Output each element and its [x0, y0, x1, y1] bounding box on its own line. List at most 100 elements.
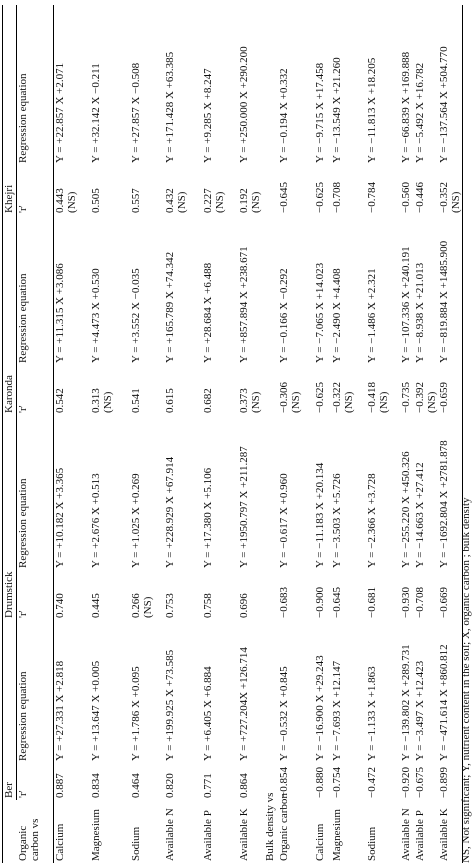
r-value: −0.659 [437, 364, 462, 415]
regression-equation: Y = −7.693 X +12.147 [330, 660, 343, 761]
r-value: −0.854 [277, 767, 290, 798]
table-row: Available N 0.820 Y = +199.925 X +73.585 0.… [164, 5, 202, 863]
col-head: 'r' [16, 164, 54, 215]
row-label: Magnesium [330, 809, 343, 861]
r-value: −0.681 [365, 587, 378, 618]
row-label: Magnesium [89, 809, 102, 861]
r-value: −0.708 [330, 182, 343, 213]
regression-equation: Y = −471.614 X +860.812 [437, 619, 462, 763]
regression-equation: Y = +171.428 X +63.385 [163, 51, 176, 163]
regression-equation: Y = −9.715 X +17.458 [313, 62, 326, 163]
regression-equation: Y = −8.938 X +21.013 [413, 262, 426, 363]
table-row: Organic carbon vs'r' Regression equation '… [16, 4, 54, 863]
r-value: 0.505 [89, 188, 102, 213]
r-value: 0.557 [129, 188, 142, 213]
r-value: −0.930 [399, 587, 412, 618]
col-head: 'r' [16, 364, 54, 415]
r-value: 0.615 [163, 388, 176, 413]
col-head: 'r' [16, 763, 54, 800]
r-value: 0.864 [237, 773, 250, 798]
r-value: 0.373 (NS) [237, 388, 262, 413]
row-label: Organic carbon [277, 793, 290, 861]
table-row: Available P 0.771 Y = +6.405 X +6.884 0.758… [202, 5, 238, 863]
regression-equation: Y = +228.929 X +67.914 [163, 456, 176, 568]
regression-equation: Y = −66.839 X +169.888 [399, 51, 412, 163]
regression-equation: Y = −16.900 X +29.243 [313, 655, 326, 761]
regression-equation: Y = −14.663 X +27.412 [413, 462, 426, 568]
row-label: Available K [437, 800, 462, 863]
r-value: 0.227 (NS) [201, 188, 226, 213]
regression-equation: Y = +857.894 X +238.671 [237, 246, 250, 363]
r-value: 0.682 [201, 388, 214, 413]
table-row: Calcium 0.887 Y = +27.331 X +2.818 0.740 Y =… [54, 5, 90, 863]
regression-equation: Y = +165.789 X +74.342 [163, 251, 176, 363]
r-value: −0.880 [313, 767, 326, 798]
r-value: −0.784 [365, 182, 378, 213]
r-value: 0.443 (NS) [54, 188, 78, 213]
table-row: Available P −0.675 Y = −3.497 X +12.423 −0.… [414, 5, 438, 863]
r-value: −0.306 (NS) [277, 382, 302, 413]
regression-equation: Y = −7.065 X +14.023 [313, 262, 326, 363]
regression-equation: Y = +27.857 X −0.508 [129, 62, 142, 163]
regression-equation: Y = +199.925 X +73.585 [163, 649, 176, 761]
table-row: Ber Drumstick Karonda Khejri [2, 4, 17, 863]
regression-equation: Y = +250.000 X +290.200 [237, 46, 250, 163]
regression-equation: Y = −1.133 X +1.863 [365, 666, 378, 761]
row-label: Available N [163, 808, 176, 861]
table-row: Sodium 0.464 Y = +1.786 X +0.095 0.266 (NS)… [130, 5, 164, 863]
r-value: 0.740 [54, 593, 66, 618]
regression-equation: Y = +13.647 X +0.005 [89, 660, 102, 761]
blank [2, 800, 17, 863]
regression-equation: Y = −1.486 X +2.321 [365, 268, 378, 363]
r-value: 0.834 [89, 773, 102, 798]
r-value: 0.753 [163, 593, 176, 618]
r-value: −0.392 (NS) [413, 382, 438, 413]
col-head: Regression equation [16, 414, 54, 570]
r-value: −0.735 [399, 382, 412, 413]
r-value: −0.920 [399, 767, 412, 798]
regression-equation: Y = −2.490 X +4.408 [330, 268, 343, 363]
regression-equation: Y = +10.182 X +3.365 [54, 467, 66, 568]
r-value: 0.432 (NS) [163, 188, 188, 213]
r-value: 0.464 [129, 773, 142, 798]
table-row: Magnesium −0.754 Y = −7.693 X +12.147 −0.64… [331, 5, 366, 863]
table-row: Magnesium 0.834 Y = +13.647 X +0.005 0.445 Y… [90, 5, 130, 863]
group-name: Drumstick [2, 414, 17, 620]
r-value: −0.418 (NS) [365, 382, 390, 413]
row-label: Available P [201, 810, 214, 861]
table-row: Organic carbon −0.854 Y = −0.532 X +0.845 −… [278, 5, 314, 863]
regression-equation: Y = +28.684 X +6.488 [201, 262, 214, 363]
row-head: Organic carbon vs [16, 800, 54, 863]
regression-equation: Y = −2.366 X +3.728 [365, 473, 378, 568]
table-row: Available N −0.920 Y = −139.802 X +289.731… [400, 5, 414, 863]
regression-equation: Y = +11.315 X +3.086 [54, 263, 66, 363]
col-head: Regression equation [16, 619, 54, 763]
regression-equation: Y = −3.497 X +12.423 [413, 660, 426, 761]
row-label: Available K [237, 808, 250, 861]
regression-equation: Y = −11.183 X +20.134 [313, 462, 326, 568]
r-value: −0.560 [399, 182, 412, 213]
r-value: −0.625 [313, 182, 326, 213]
regression-equation: Y = −255.220 X +450.326 [399, 451, 412, 568]
regression-equation: Y = −0.194 X +0.332 [277, 68, 290, 163]
group-name: Ber [2, 619, 17, 800]
regression-equation: Y = +9.285 X +8.247 [201, 68, 214, 163]
r-value: 0.192 (NS) [237, 188, 262, 213]
regression-equation: Y = +1.786 X +0.095 [129, 666, 142, 761]
row-label: Calcium [54, 823, 66, 861]
col-head: Regression equation [16, 214, 54, 365]
r-value: −0.708 [413, 587, 426, 618]
row-label: Available P [413, 810, 426, 861]
regression-equation: Y = +32.142 X −0.211 [89, 63, 102, 163]
r-value: −0.322 (NS) [330, 382, 355, 413]
regression-equation: Y = −137.564 X +504.770 [437, 4, 462, 165]
r-value: −0.645 [277, 182, 290, 213]
table-row: Bulk density vs [264, 5, 278, 863]
row-label: Available N [399, 808, 412, 861]
row-label: Sodium [365, 826, 378, 861]
regression-equation: Y = +4.473 X +0.530 [89, 268, 102, 363]
r-value: 0.820 [163, 773, 176, 798]
table-row: Calcium −0.880 Y = −16.900 X +29.243 −0.900… [314, 5, 331, 863]
r-value: −0.675 [413, 767, 426, 798]
